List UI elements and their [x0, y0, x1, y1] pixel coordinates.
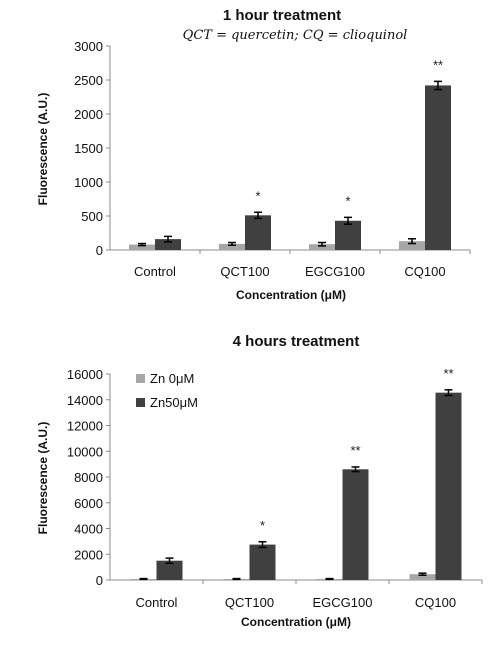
bar-zn50 — [335, 220, 361, 250]
bar-zn50 — [249, 544, 276, 580]
legend-label-zn0: Zn 0μM — [150, 371, 194, 386]
category-label: EGCG100 — [313, 595, 373, 610]
significance-marker: ** — [350, 443, 360, 458]
significance-marker: ** — [443, 366, 453, 381]
legend-label-zn50: Zn50μM — [150, 395, 198, 410]
bar-zn50 — [156, 560, 183, 580]
legend-swatch-zn0 — [136, 374, 145, 383]
chart-2-annotations: ***** — [260, 366, 454, 533]
y-tick-label: 6000 — [74, 496, 103, 511]
bar-zn50 — [342, 469, 369, 580]
chart-1-bars — [129, 80, 451, 250]
category-label: Control — [134, 264, 176, 279]
category-label: QCT100 — [220, 264, 269, 279]
bar-zn50 — [245, 215, 271, 250]
chart-1-annotations: * *** — [255, 57, 443, 208]
y-tick-label: 2000 — [74, 547, 103, 562]
chart-1-xlabel: Concentration (μM) — [236, 288, 346, 302]
chart-2-ticks: 0 2000 4000 6000 8000 10000 12000 14000 16000 — [67, 367, 110, 588]
y-tick-label: 2000 — [74, 107, 103, 122]
bar-zn0 — [409, 574, 436, 580]
bar-zn0 — [309, 244, 335, 250]
chart-4hours: 4 hours treatment 0 2000 4000 6000 8000 10000… — [36, 333, 483, 629]
legend-swatch-zn50 — [136, 398, 145, 407]
chart-2-ylabel: Fluorescence (A.U.) — [36, 422, 50, 535]
y-tick-label: 1500 — [74, 141, 103, 156]
bar-zn50 — [155, 239, 181, 250]
y-tick-label: 4000 — [74, 522, 103, 537]
bar-zn50 — [435, 392, 462, 580]
category-label: EGCG100 — [305, 264, 365, 279]
category-label: CQ100 — [404, 264, 445, 279]
category-label: CQ100 — [415, 595, 456, 610]
chart-2-title: 4 hours treatment — [233, 333, 360, 350]
chart-1-axes — [109, 46, 471, 254]
chart-1-subtitle: QCT = quercetin; CQ = clioquinol — [183, 28, 408, 43]
chart-2-xlabel: Concentration (μM) — [241, 615, 351, 629]
chart-1-ylabel: Fluorescence (A.U.) — [36, 93, 50, 206]
chart-2-bars — [130, 389, 462, 581]
chart-1-categories: Control QCT100 EGCG100 CQ100 — [134, 264, 446, 279]
y-tick-label: 500 — [81, 209, 103, 224]
y-tick-label: 10000 — [67, 444, 103, 459]
y-tick-label: 8000 — [74, 470, 103, 485]
y-tick-label: 14000 — [67, 393, 103, 408]
bar-zn0 — [399, 241, 425, 250]
y-tick-label: 0 — [96, 243, 103, 258]
significance-marker: ** — [433, 57, 443, 72]
category-label: QCT100 — [225, 595, 274, 610]
chart-1hour: 1 hour treatment QCT = quercetin; CQ = c… — [36, 7, 471, 302]
y-tick-label: 16000 — [67, 367, 103, 382]
y-tick-label: 3000 — [74, 39, 103, 54]
bar-zn0 — [129, 244, 155, 250]
bar-zn50 — [425, 85, 451, 250]
category-label: Control — [136, 595, 178, 610]
chart-1-ticks: 0 500 1000 1500 2000 2500 3000 — [74, 39, 110, 258]
chart-1-title: 1 hour treatment — [223, 7, 341, 24]
y-tick-label: 12000 — [67, 419, 103, 434]
significance-marker: * — [255, 188, 260, 203]
chart-2-legend: Zn 0μM Zn50μM — [136, 371, 198, 410]
significance-marker: * — [260, 518, 265, 533]
y-tick-label: 1000 — [74, 175, 103, 190]
y-tick-label: 0 — [96, 573, 103, 588]
y-tick-label: 2500 — [74, 73, 103, 88]
significance-marker: * — [345, 193, 350, 208]
chart-2-categories: Control QCT100 EGCG100 CQ100 — [136, 595, 457, 610]
bar-zn0 — [219, 243, 245, 250]
